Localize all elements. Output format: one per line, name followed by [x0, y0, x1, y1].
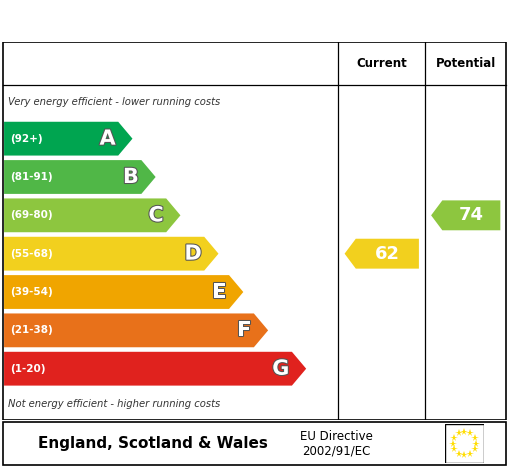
Polygon shape: [4, 160, 156, 194]
Text: (21-38): (21-38): [10, 325, 53, 335]
Polygon shape: [4, 275, 243, 309]
Text: 62: 62: [375, 245, 400, 262]
Text: F: F: [237, 320, 251, 340]
Text: Energy Efficiency Rating: Energy Efficiency Rating: [15, 9, 341, 33]
Polygon shape: [4, 198, 180, 232]
Text: C: C: [149, 205, 164, 226]
Polygon shape: [431, 200, 500, 230]
Text: B: B: [123, 167, 139, 187]
Text: Very energy efficient - lower running costs: Very energy efficient - lower running co…: [8, 98, 220, 107]
Text: (69-80): (69-80): [10, 210, 53, 220]
Text: E: E: [212, 282, 227, 302]
Text: (81-91): (81-91): [10, 172, 53, 182]
Text: (39-54): (39-54): [10, 287, 53, 297]
Polygon shape: [4, 122, 132, 156]
Text: (55-68): (55-68): [10, 249, 53, 259]
Text: EU Directive
2002/91/EC: EU Directive 2002/91/EC: [299, 430, 373, 458]
Text: G: G: [272, 359, 289, 379]
Polygon shape: [4, 352, 306, 386]
Text: (92+): (92+): [10, 134, 43, 144]
Text: Current: Current: [356, 57, 407, 70]
Text: 74: 74: [459, 206, 484, 224]
Text: Potential: Potential: [436, 57, 496, 70]
Polygon shape: [4, 237, 218, 270]
Text: England, Scotland & Wales: England, Scotland & Wales: [38, 436, 268, 451]
Text: (1-20): (1-20): [10, 364, 46, 374]
Text: D: D: [184, 244, 202, 264]
Polygon shape: [4, 313, 268, 347]
Text: Not energy efficient - higher running costs: Not energy efficient - higher running co…: [8, 399, 220, 409]
Polygon shape: [345, 239, 419, 269]
Text: A: A: [100, 129, 116, 149]
